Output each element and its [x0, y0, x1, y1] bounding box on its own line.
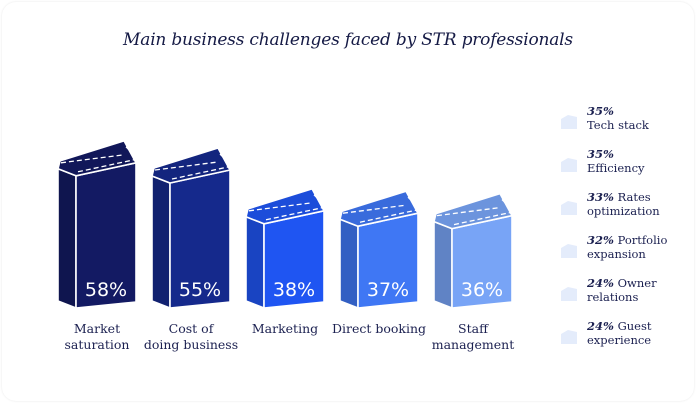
category-label: Direct booking — [332, 321, 426, 336]
legend-item-rates-optimization: 33% Rates optimization — [560, 190, 690, 233]
bar-fold-line — [77, 159, 135, 173]
bar-value-label: 38% — [273, 279, 315, 301]
legend-item-portfolio-expansion: 32% Portfolio expansion — [560, 233, 690, 276]
legend-item-efficiency: 35% Efficiency — [560, 147, 690, 190]
bar-fold-tick — [125, 146, 131, 152]
legend-label: Guest experience — [587, 319, 652, 347]
bar-fold-line — [171, 166, 229, 180]
bar-fold-line — [342, 204, 407, 214]
category-label: management — [432, 337, 515, 352]
bar-fold-line — [60, 154, 125, 164]
category-label: Cost of — [169, 321, 215, 336]
legend-percent: 32% — [587, 233, 614, 247]
legend-carton-icon — [561, 244, 577, 258]
category-label: Staff — [458, 321, 489, 336]
bar-fold-tick — [407, 196, 413, 202]
legend-carton-icon — [561, 201, 577, 215]
legend-carton-icon — [561, 115, 577, 129]
bar-side — [57, 168, 77, 309]
bar-fold-line — [453, 211, 511, 226]
bar-fold-line — [359, 209, 417, 223]
legend: 35% Tech stack 35% Efficiency 33% Rates op… — [560, 104, 690, 362]
chart-title: Main business challenges faced by STR pr… — [123, 30, 573, 50]
legend-carton-icon — [561, 287, 577, 301]
bar-fold-line — [248, 202, 313, 212]
legend-item-owner-relations: 24% Owner relations — [560, 276, 690, 319]
bar-side — [151, 175, 171, 309]
bar — [433, 192, 513, 309]
bar-value-label: 37% — [367, 279, 409, 301]
legend-percent: 33% — [587, 190, 614, 204]
bar — [57, 140, 137, 309]
bar-value-label: 36% — [461, 279, 503, 301]
legend-carton-icon — [561, 330, 577, 344]
bar-fold-line — [265, 207, 323, 221]
category-label: doing business — [144, 337, 238, 352]
bar-fold-line — [436, 206, 501, 217]
legend-label: Efficiency — [587, 161, 645, 175]
category-label: Market — [74, 321, 120, 336]
legend-item-guest-experience: 24% Guest experience — [560, 319, 690, 362]
bar-fold-tick — [219, 153, 225, 159]
category-label: saturation — [65, 337, 130, 352]
legend-percent: 24% — [587, 319, 614, 333]
legend-label: Portfolio expansion — [587, 233, 668, 261]
legend-percent: 35% — [587, 104, 614, 118]
legend-label: Tech stack — [587, 118, 649, 132]
bar-value-label: 58% — [85, 279, 127, 301]
legend-percent: 24% — [587, 276, 614, 290]
category-label: Marketing — [252, 321, 318, 336]
legend-label: Rates optimization — [587, 190, 660, 218]
bar-fold-tick — [501, 199, 507, 205]
legend-label: Owner relations — [587, 276, 657, 304]
bar-side — [245, 216, 265, 309]
bar-fold-line — [154, 161, 219, 171]
legend-percent: 35% — [587, 147, 614, 161]
bar-fold-tick — [313, 194, 319, 200]
legend-carton-icon — [561, 158, 577, 172]
legend-item-tech-stack: 35% Tech stack — [560, 104, 690, 147]
bar-value-label: 55% — [179, 279, 221, 301]
bar — [339, 190, 419, 309]
bar-side — [339, 218, 359, 309]
bar — [245, 188, 325, 309]
bar-side — [433, 220, 453, 309]
bar — [151, 147, 231, 309]
